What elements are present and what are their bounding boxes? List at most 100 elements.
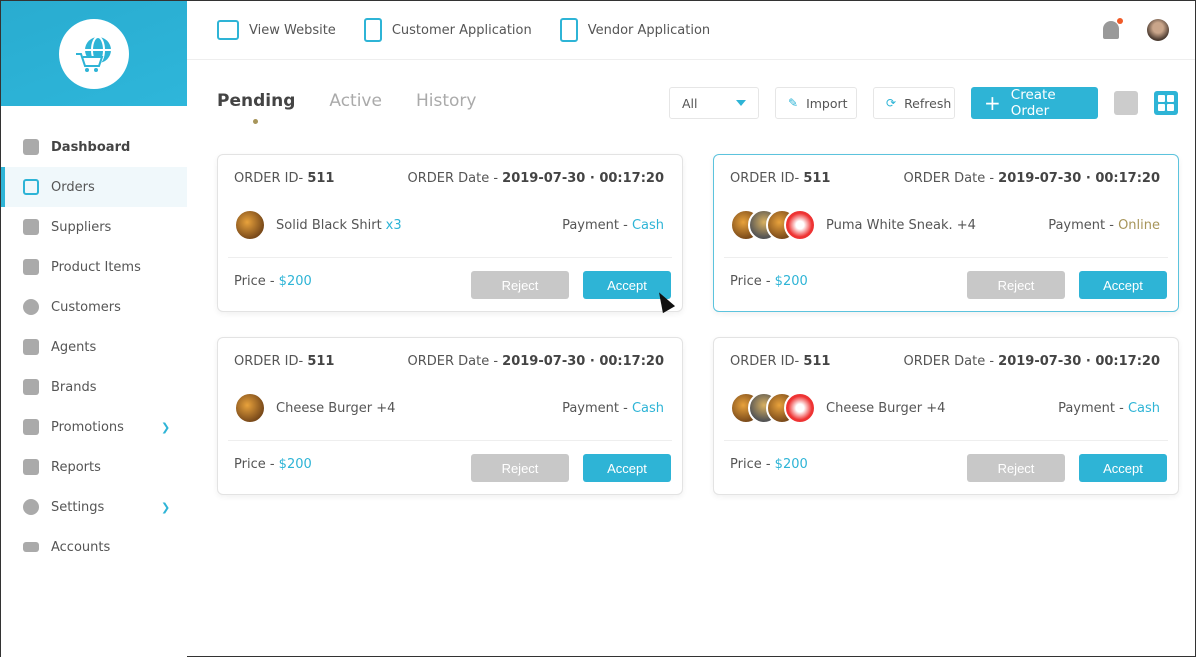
- customer-icon: [23, 299, 39, 315]
- order-id: ORDER ID- 511: [730, 354, 831, 369]
- vendor-application-link[interactable]: Vendor Application: [559, 18, 711, 42]
- sidebar-item-orders[interactable]: Orders: [1, 167, 187, 207]
- payment-method: Payment - Cash: [1058, 400, 1160, 416]
- orders-icon: [23, 179, 39, 195]
- sidebar-item-accounts[interactable]: Accounts: [1, 527, 187, 567]
- order-date: ORDER Date - 2019-07-30 · 00:17:20: [903, 354, 1160, 369]
- accept-button[interactable]: Accept: [583, 271, 671, 299]
- sidebar-item-brands[interactable]: Brands: [1, 367, 187, 407]
- avatar[interactable]: [1147, 19, 1169, 41]
- sidebar-item-label: Orders: [51, 179, 95, 195]
- sidebar-item-dashboard[interactable]: Dashboard: [1, 127, 187, 167]
- megaphone-icon: [23, 419, 39, 435]
- box-icon: [23, 259, 39, 275]
- refresh-button[interactable]: ⟳ Refresh: [873, 87, 955, 119]
- reject-button[interactable]: Reject: [967, 454, 1065, 482]
- gear-icon: [23, 499, 39, 515]
- customer-application-link[interactable]: Customer Application: [363, 18, 532, 42]
- globe-cart-icon: [76, 35, 111, 72]
- tab-history[interactable]: History: [415, 91, 477, 111]
- payment-method: Payment - Cash: [562, 400, 664, 416]
- accept-button[interactable]: Accept: [583, 454, 671, 482]
- sidebar-item-label: Customers: [51, 299, 121, 315]
- sidebar-item-label: Promotions: [51, 419, 124, 435]
- sidebar: Dashboard Orders Suppliers Product Items…: [1, 1, 187, 658]
- reject-button[interactable]: Reject: [967, 271, 1065, 299]
- filter-select[interactable]: All: [669, 87, 759, 119]
- sidebar-item-label: Product Items: [51, 259, 141, 275]
- tag-icon: [23, 379, 39, 395]
- refresh-label: Refresh: [904, 95, 952, 111]
- sidebar-item-product-items[interactable]: Product Items: [1, 247, 187, 287]
- create-order-button[interactable]: + Create Order: [971, 87, 1098, 119]
- order-card[interactable]: ORDER ID- 511 ORDER Date - 2019-07-30 · …: [713, 154, 1179, 312]
- order-card[interactable]: ORDER ID- 511 ORDER Date - 2019-07-30 · …: [217, 154, 683, 312]
- divider: [228, 440, 672, 441]
- logo-area: [1, 1, 187, 106]
- import-button[interactable]: ✎ Import: [775, 87, 857, 119]
- sidebar-item-settings[interactable]: Settings ❯: [1, 487, 187, 527]
- tab-active[interactable]: Active: [329, 91, 382, 111]
- sidebar-item-label: Reports: [51, 459, 101, 475]
- agent-icon: [23, 339, 39, 355]
- caret-down-icon: [736, 100, 746, 106]
- card-icon: [23, 542, 39, 552]
- order-price: Price - $200: [234, 274, 312, 289]
- sidebar-item-promotions[interactable]: Promotions ❯: [1, 407, 187, 447]
- food-thumbnail: [234, 209, 266, 241]
- toolbar: All ✎ Import ⟳ Refresh + Create Order: [669, 87, 1194, 119]
- item-name: Solid Black Shirt: [276, 217, 382, 233]
- order-card[interactable]: ORDER ID- 511 ORDER Date - 2019-07-30 · …: [217, 337, 683, 495]
- order-id: ORDER ID- 511: [730, 171, 831, 186]
- order-date: ORDER Date - 2019-07-30 · 00:17:20: [407, 354, 664, 369]
- list-view-icon[interactable]: [1114, 91, 1138, 115]
- accept-button[interactable]: Accept: [1079, 454, 1167, 482]
- mobile-user-icon: [363, 18, 382, 42]
- bar-chart-icon: [23, 139, 39, 155]
- grid-view-icon[interactable]: [1154, 91, 1178, 115]
- plus-icon: +: [984, 91, 1001, 115]
- item-name: Cheese Burger +4: [276, 400, 396, 416]
- item-quantity: x3: [385, 217, 402, 233]
- chevron-down-icon[interactable]: ❯: [161, 500, 171, 514]
- divider: [228, 257, 672, 258]
- item-name: Puma White Sneak. +4: [826, 217, 976, 233]
- order-id: ORDER ID- 511: [234, 354, 335, 369]
- item-thumbnails: [730, 392, 816, 424]
- food-thumbnail: [784, 392, 816, 424]
- sidebar-item-label: Brands: [51, 379, 97, 395]
- order-id: ORDER ID- 511: [234, 171, 335, 186]
- bell-icon[interactable]: [1103, 18, 1123, 39]
- reject-button[interactable]: Reject: [471, 271, 569, 299]
- reject-button[interactable]: Reject: [471, 454, 569, 482]
- order-price: Price - $200: [730, 274, 808, 289]
- divider: [724, 257, 1168, 258]
- chevron-down-icon[interactable]: ❯: [161, 420, 171, 434]
- order-price: Price - $200: [730, 457, 808, 472]
- view-website-link[interactable]: View Website: [217, 20, 336, 40]
- sidebar-item-customers[interactable]: Customers: [1, 287, 187, 327]
- payment-method: Payment - Online: [1048, 217, 1160, 233]
- sidebar-item-label: Dashboard: [51, 139, 131, 155]
- top-bar: View Website Customer Application Vendor…: [187, 1, 1195, 60]
- order-price: Price - $200: [234, 457, 312, 472]
- payment-method: Payment - Cash: [562, 217, 664, 233]
- order-card[interactable]: ORDER ID- 511 ORDER Date - 2019-07-30 · …: [713, 337, 1179, 495]
- sidebar-item-label: Agents: [51, 339, 97, 355]
- sidebar-item-label: Settings: [51, 499, 105, 515]
- sidebar-item-agents[interactable]: Agents: [1, 327, 187, 367]
- refresh-icon: ⟳: [886, 96, 897, 110]
- image-icon: [217, 20, 239, 40]
- sidebar-item-reports[interactable]: Reports: [1, 447, 187, 487]
- food-thumbnail: [234, 392, 266, 424]
- accept-button[interactable]: Accept: [1079, 271, 1167, 299]
- divider: [724, 440, 1168, 441]
- reports-icon: [23, 459, 39, 475]
- sidebar-item-suppliers[interactable]: Suppliers: [1, 207, 187, 247]
- tab-pending[interactable]: Pending: [217, 91, 296, 124]
- link-label: Vendor Application: [587, 22, 711, 38]
- logo[interactable]: [59, 18, 129, 89]
- item-thumbnails: [730, 209, 816, 241]
- edit-icon: ✎: [788, 96, 799, 110]
- order-date: ORDER Date - 2019-07-30 · 00:17:20: [903, 171, 1160, 186]
